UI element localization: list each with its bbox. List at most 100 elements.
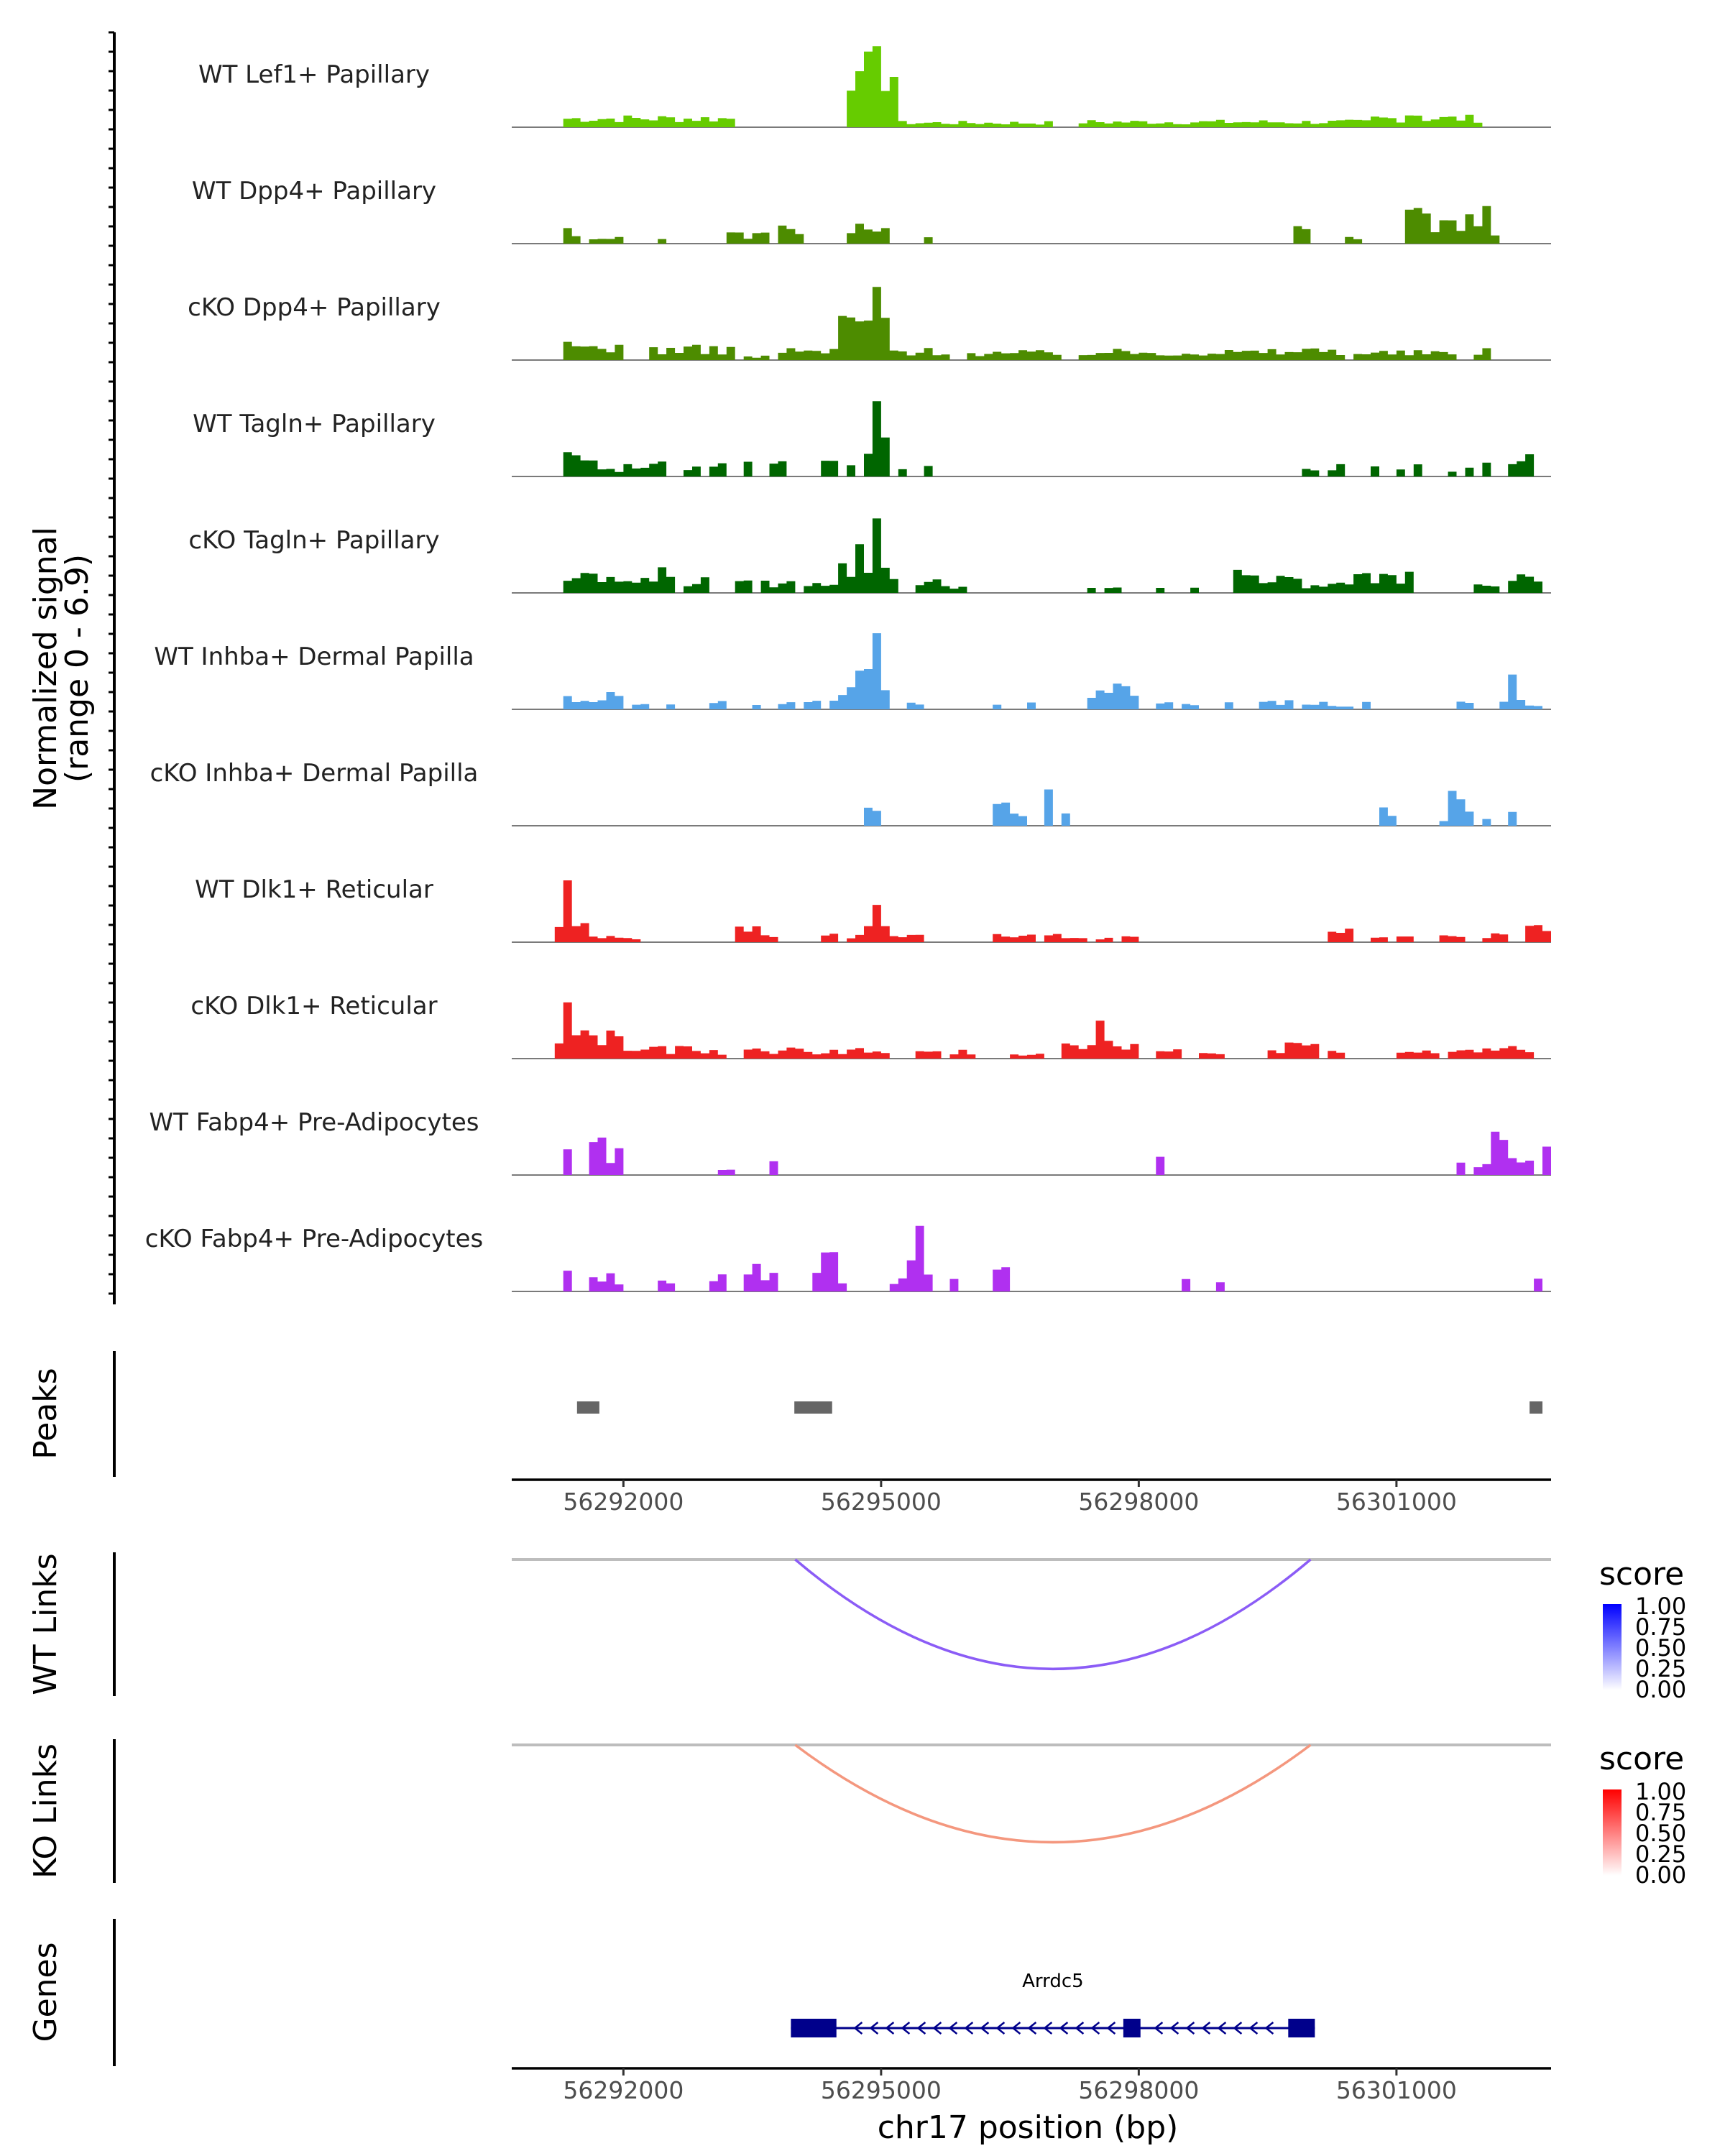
genes-x-axis-tick-label: 56292000 [563,2076,684,2104]
gene-strand-arrow [1169,2022,1179,2035]
coverage-track-label: cKO Inhba+ Dermal Papilla [150,759,479,788]
coverage-area [512,1225,1551,1291]
gene-strand-arrow [964,2022,974,2035]
coverage-area [512,287,1551,360]
gene-strand-arrow [916,2022,926,2035]
gene-name: Arrdc5 [1022,1971,1084,1992]
gene-exon [1123,2019,1141,2037]
coverage-track: WT Inhba+ Dermal Papilla [154,633,1551,710]
coverage-track: cKO Dpp4+ Papillary [188,287,1551,361]
ko-legend-tick: 0.00 [1635,1861,1686,1889]
coverage-track: WT Tagln+ Papillary [193,401,1551,477]
gene-strand-arrow [1027,2022,1037,2035]
wt-link-arc [794,1558,1312,1671]
wt-legend-tick: 0.75 [1635,1613,1686,1641]
x-axis-title: chr17 position (bp) [878,2109,1179,2146]
coverage-track: WT Fabp4+ Pre-Adipocytes [150,1108,1551,1176]
wt-links-panel: WT Links score 1.00 0.75 0.50 0.25 0.00 [27,1552,1686,1703]
peaks-panel: Peaks 56292000 56295000 56298000 56301000 [27,1351,1551,1516]
genes-label: Genes [27,1942,64,2042]
coverage-track: WT Lef1+ Papillary [198,46,1551,128]
wt-score-legend: score 1.00 0.75 0.50 0.25 0.00 [1599,1556,1686,1703]
coverage-area [512,633,1551,709]
peaks-x-axis-tick-label: 56298000 [1078,1488,1199,1516]
gene-strand-arrow [1185,2022,1195,2035]
ko-legend-tick: 0.75 [1635,1799,1686,1826]
coverage-track-label: WT Tagln+ Papillary [193,410,436,438]
genes-x-axis-tick-label: 56295000 [821,2076,942,2104]
gene-strand-arrow [1248,2022,1259,2035]
peaks-x-axis-tick-label: 56301000 [1336,1488,1457,1516]
coverage-track-label: WT Dlk1+ Reticular [195,875,433,904]
genes-x-axis-tick-label: 56301000 [1336,2076,1457,2104]
peak-region [794,1401,832,1414]
gene-strand-arrow [1043,2022,1053,2035]
ko-legend-title: score [1599,1741,1684,1777]
wt-legend-tick: 0.50 [1635,1634,1686,1662]
gene-strand-arrow [853,2022,863,2035]
coverage-area [512,401,1551,476]
coverage-track-label: cKO Tagln+ Papillary [188,526,439,555]
peaks-x-axis-tick-label: 56292000 [563,1488,684,1516]
wt-legend-tick: 1.00 [1635,1593,1686,1620]
gene-strand-arrow [1201,2022,1211,2035]
wt-links-label: WT Links [27,1553,64,1695]
ko-links-panel: KO Links score 1.00 0.75 0.50 0.25 0.00 [27,1739,1686,1889]
gene-strand-arrow [869,2022,879,2035]
wt-legend-tick: 0.25 [1635,1655,1686,1682]
coverage-tracks: WT Lef1+ Papillary WT Dpp4+ Papillary cKO … [145,46,1551,1292]
coverage-area [512,789,1551,826]
wt-legend-title: score [1599,1556,1684,1593]
coverage-track: WT Dpp4+ Papillary [192,177,1551,244]
ko-link-arc [794,1743,1312,1844]
gene-strand-arrow [1217,2022,1227,2035]
gene-exon [1288,2019,1315,2037]
coverage-track-label: cKO Fabp4+ Pre-Adipocytes [145,1225,484,1253]
gene-strand-arrow [885,2022,895,2035]
coverage-track: cKO Dlk1+ Reticular [190,992,1551,1059]
peak-region [1530,1401,1543,1414]
gene-exon [791,2019,837,2037]
coverage-track: WT Dlk1+ Reticular [195,875,1551,943]
coverage-area [512,880,1551,942]
gene-strand-arrow [1264,2022,1274,2035]
gene-strand-arrow [1106,2022,1116,2035]
gene-strand-arrow [1059,2022,1069,2035]
coverage-area [512,46,1551,127]
ko-legend-tick: 0.50 [1635,1820,1686,1847]
coverage-track-label: cKO Dlk1+ Reticular [190,992,437,1021]
wt-legend-tick: 0.00 [1635,1676,1686,1703]
wt-legend-colorbar [1603,1604,1622,1690]
gene-strand-arrow [995,2022,1006,2035]
coverage-track-label: WT Fabp4+ Pre-Adipocytes [150,1108,479,1137]
coverage-track: cKO Tagln+ Papillary [188,518,1551,594]
coverage-area [512,518,1551,593]
ko-legend-tick: 1.00 [1635,1778,1686,1805]
coverage-track: cKO Inhba+ Dermal Papilla [150,759,1551,826]
coverage-track: cKO Fabp4+ Pre-Adipocytes [145,1225,1551,1292]
gene-strand-arrow [1075,2022,1085,2035]
gene-strand-arrow [1011,2022,1021,2035]
coverage-area [512,1131,1551,1175]
peaks-label: Peaks [27,1368,64,1459]
gene-strand-arrow [948,2022,958,2035]
coverage-ylabel-line2: (range 0 - 6.9) [59,554,96,783]
coverage-track-label: WT Lef1+ Papillary [198,60,430,89]
peaks-x-axis-tick-label: 56295000 [821,1488,942,1516]
coverage-ylabel-line1: Normalized signal [27,527,64,810]
ko-links-label: KO Links [27,1743,64,1879]
coverage-y-axis: Normalized signal (range 0 - 6.9) [27,31,116,1304]
gene-strand-arrow [932,2022,942,2035]
gene-strand-arrow [1233,2022,1243,2035]
coverage-track-label: WT Dpp4+ Papillary [192,177,436,206]
coverage-area [512,206,1551,244]
genes-x-axis-tick-label: 56298000 [1078,2076,1199,2104]
gene-strand-arrow [901,2022,911,2035]
gene-strand-arrow [1154,2022,1164,2035]
coverage-area [512,1002,1551,1059]
coverage-track-label: WT Inhba+ Dermal Papilla [154,642,474,671]
coverage-track-label: cKO Dpp4+ Papillary [188,293,441,322]
ko-score-legend: score 1.00 0.75 0.50 0.25 0.00 [1599,1741,1686,1889]
ko-legend-tick: 0.25 [1635,1841,1686,1868]
